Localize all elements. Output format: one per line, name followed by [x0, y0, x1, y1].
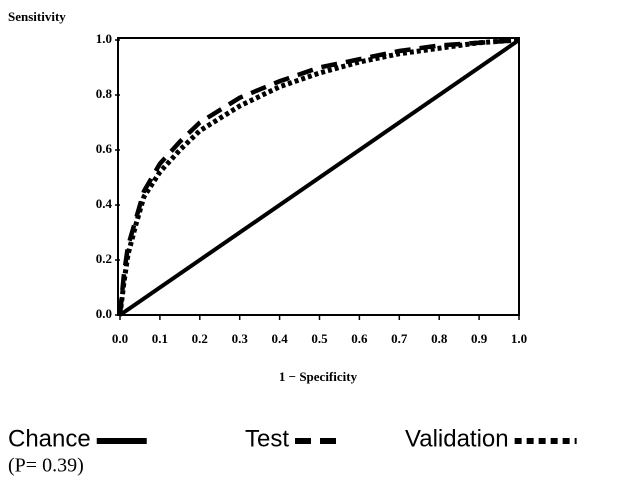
y-tick-label: 0.6: [96, 141, 113, 156]
y-tick-label: 0.8: [96, 86, 113, 101]
line-solid: [118, 38, 521, 317]
x-tick-label: 0.2: [192, 331, 208, 346]
x-tick-label: 0.5: [311, 331, 328, 346]
x-tick-label: 0.3: [232, 331, 249, 346]
legend-label: Test: [245, 425, 289, 452]
x-tick-label: 0.8: [431, 331, 448, 346]
y-tick-label: 1.0: [96, 31, 112, 46]
x-tick-label: 0.6: [351, 331, 368, 346]
y-axis-label: Sensitivity: [8, 9, 66, 24]
legend-label: Chance: [8, 425, 91, 452]
line-dashed: [117, 37, 520, 316]
x-tick-label: 0.7: [391, 331, 408, 346]
plot-frame: [117, 37, 520, 316]
y-tick-label: 0.0: [96, 306, 112, 321]
x-tick-label: 0.9: [471, 331, 488, 346]
legend-label: Validation: [405, 425, 509, 452]
y-tick-label: 0.4: [96, 196, 113, 211]
x-tick-label: 0.0: [112, 331, 128, 346]
x-tick-label: 1.0: [511, 331, 527, 346]
x-tick-label: 0.1: [152, 331, 168, 346]
x-axis-label: 1 − Specificity: [279, 369, 358, 384]
annotation: (P= 0.39): [8, 455, 84, 477]
line-dotted: [117, 37, 520, 316]
x-tick-label: 0.4: [271, 331, 288, 346]
y-tick-label: 0.2: [96, 251, 112, 266]
